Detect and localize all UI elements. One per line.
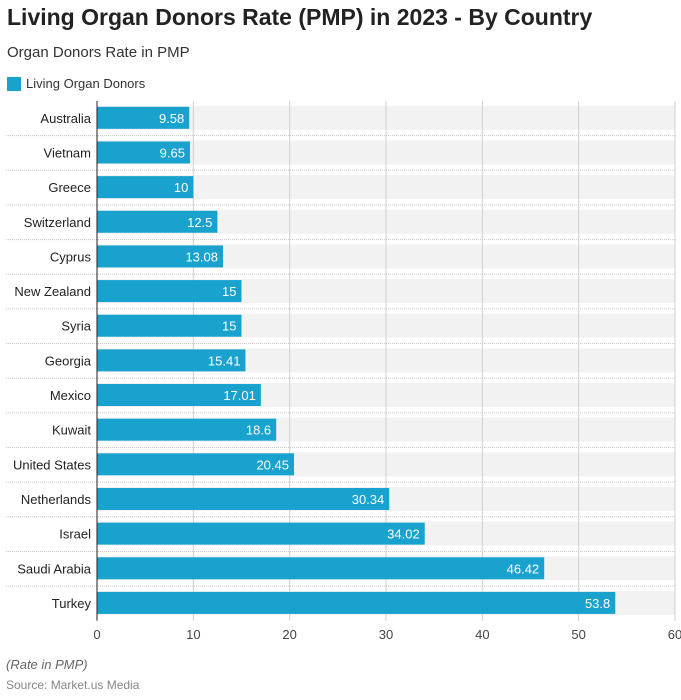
bar: [97, 106, 190, 129]
category-label: Kuwait: [52, 423, 91, 438]
data-label: 9.58: [159, 111, 184, 126]
category-label: Switzerland: [24, 215, 91, 230]
data-label: 10: [174, 180, 188, 195]
legend-swatch: [7, 76, 21, 91]
category-label: Australia: [40, 111, 91, 126]
chart-title: Living Organ Donors Rate (PMP) in 2023 -…: [7, 4, 593, 30]
data-label: 15: [222, 319, 236, 334]
x-tick-label: 50: [571, 627, 585, 642]
category-label: New Zealand: [14, 284, 91, 299]
data-label: 46.42: [507, 561, 540, 576]
bar: [97, 245, 224, 268]
category-label: Syria: [61, 319, 91, 334]
category-label: Cyprus: [50, 249, 92, 264]
bar: [97, 418, 277, 441]
bar: [97, 557, 545, 580]
x-tick-label: 20: [282, 627, 296, 642]
data-label: 20.45: [256, 457, 289, 472]
data-label: 15.41: [208, 353, 241, 368]
chart-subtitle: Organ Donors Rate in PMP: [7, 44, 190, 61]
bar: [97, 384, 261, 407]
bar: [97, 522, 425, 545]
data-label: 13.08: [185, 249, 218, 264]
x-tick-label: 0: [93, 627, 100, 642]
category-label: Greece: [48, 180, 91, 195]
x-tick-label: 40: [475, 627, 489, 642]
bar: [97, 280, 242, 303]
category-label: Turkey: [52, 596, 92, 611]
legend: Living Organ Donors: [7, 76, 145, 91]
bar: [97, 487, 390, 510]
category-label: Netherlands: [21, 492, 92, 507]
data-label: 9.65: [160, 145, 185, 160]
category-label: Saudi Arabia: [17, 561, 91, 576]
data-label: 34.02: [387, 527, 420, 542]
bar: [97, 453, 295, 476]
category-label: Israel: [59, 527, 91, 542]
category-label: Georgia: [45, 353, 92, 368]
data-label: 30.34: [352, 492, 385, 507]
chart-source: Source: Market.us Media: [6, 678, 140, 692]
bar: [97, 176, 194, 199]
data-label: 12.5: [187, 215, 212, 230]
category-label: Vietnam: [44, 145, 91, 160]
data-label: 15: [222, 284, 236, 299]
bar: [97, 141, 190, 164]
category-label: Mexico: [50, 388, 91, 403]
x-tick-label: 60: [668, 627, 681, 642]
bar: [97, 591, 616, 614]
data-label: 53.8: [585, 596, 610, 611]
category-label: United States: [13, 457, 92, 472]
data-label: 17.01: [223, 388, 256, 403]
legend-label: Living Organ Donors: [26, 76, 146, 91]
chart-note: (Rate in PMP): [6, 657, 88, 672]
bar: [97, 349, 246, 372]
data-label: 18.6: [246, 423, 271, 438]
bar: [97, 314, 242, 337]
x-tick-label: 30: [379, 627, 393, 642]
bar: [97, 210, 218, 233]
x-tick-label: 10: [186, 627, 200, 642]
